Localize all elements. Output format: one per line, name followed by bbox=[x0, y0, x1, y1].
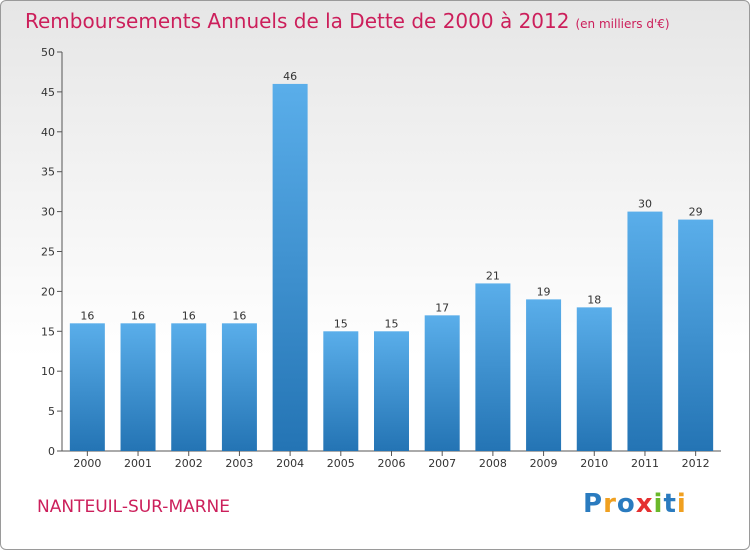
x-tick-label: 2002 bbox=[175, 457, 203, 470]
x-tick-label: 2012 bbox=[682, 457, 710, 470]
city-name: NANTEUIL-SUR-MARNE bbox=[37, 497, 231, 517]
labels: 16 16 16 16 46 15 15 17 21 19 18 30 29 bbox=[80, 70, 702, 330]
x-tick-label: 2011 bbox=[631, 457, 659, 470]
x-tick-label: 2010 bbox=[580, 457, 608, 470]
bar bbox=[272, 83, 308, 452]
bar-value-label: 15 bbox=[385, 317, 399, 330]
proxiti-logo: Proxiti bbox=[583, 489, 687, 519]
x-tick-label: 2001 bbox=[124, 457, 152, 470]
chart-title-unit: (en milliers d'€) bbox=[575, 17, 670, 31]
logo-letter: t bbox=[663, 489, 677, 519]
bar-value-label: 19 bbox=[537, 285, 551, 298]
y-tick-label: 0 bbox=[48, 445, 55, 458]
bar-value-label: 16 bbox=[131, 309, 145, 322]
logo-letter: i bbox=[676, 489, 687, 519]
logo-letter: r bbox=[603, 489, 617, 519]
bar bbox=[221, 323, 257, 451]
y-tick-label: 45 bbox=[41, 86, 55, 99]
chart-title: Remboursements Annuels de la Dette de 20… bbox=[25, 9, 670, 33]
x-tick-label: 2005 bbox=[327, 457, 355, 470]
y-tick-label: 10 bbox=[41, 365, 55, 378]
bar bbox=[475, 283, 511, 451]
x-tick-label: 2004 bbox=[276, 457, 304, 470]
axes: 0 5 10 15 20 25 30 35 40 45 50 2000 2001 2002 2003 2004… bbox=[41, 46, 721, 470]
bars bbox=[69, 83, 714, 452]
bar-value-label: 16 bbox=[80, 309, 94, 322]
y-tick-label: 5 bbox=[48, 405, 55, 418]
bar-value-label: 16 bbox=[182, 309, 196, 322]
logo-letter: o bbox=[616, 489, 636, 519]
x-tick-label: 2006 bbox=[378, 457, 406, 470]
bar-value-label: 46 bbox=[283, 70, 297, 83]
bar bbox=[678, 219, 714, 451]
y-tick-label: 15 bbox=[41, 325, 55, 338]
y-tick-label: 50 bbox=[41, 46, 55, 59]
bar bbox=[120, 323, 156, 451]
logo-letter: x bbox=[635, 489, 654, 519]
bar-value-label: 30 bbox=[638, 198, 652, 211]
logo-letter: P bbox=[583, 489, 604, 519]
bar-value-label: 21 bbox=[486, 269, 500, 282]
bar-value-label: 16 bbox=[232, 309, 246, 322]
y-tick-label: 20 bbox=[41, 285, 55, 298]
bar bbox=[171, 323, 207, 451]
bar bbox=[374, 331, 409, 451]
bar-value-label: 18 bbox=[587, 293, 601, 306]
bar-value-label: 29 bbox=[689, 206, 703, 219]
bar-value-label: 15 bbox=[334, 317, 348, 330]
bar-value-label: 17 bbox=[435, 301, 449, 314]
y-tick-label: 25 bbox=[41, 246, 55, 259]
bar bbox=[424, 315, 460, 451]
y-tick-label: 35 bbox=[41, 166, 55, 179]
bar bbox=[526, 299, 562, 451]
bar bbox=[323, 331, 359, 451]
chart-title-text: Remboursements Annuels de la Dette de 20… bbox=[25, 9, 570, 33]
logo-letter: i bbox=[653, 489, 664, 519]
x-tick-label: 2008 bbox=[479, 457, 507, 470]
x-tick-label: 2007 bbox=[428, 457, 456, 470]
y-tick-label: 40 bbox=[41, 126, 55, 139]
y-tick-label: 30 bbox=[41, 206, 55, 219]
x-tick-label: 2003 bbox=[225, 457, 253, 470]
x-tick-label: 2000 bbox=[73, 457, 101, 470]
bar bbox=[69, 323, 105, 451]
bar bbox=[627, 211, 663, 451]
bar bbox=[576, 307, 612, 451]
x-tick-label: 2009 bbox=[530, 457, 558, 470]
